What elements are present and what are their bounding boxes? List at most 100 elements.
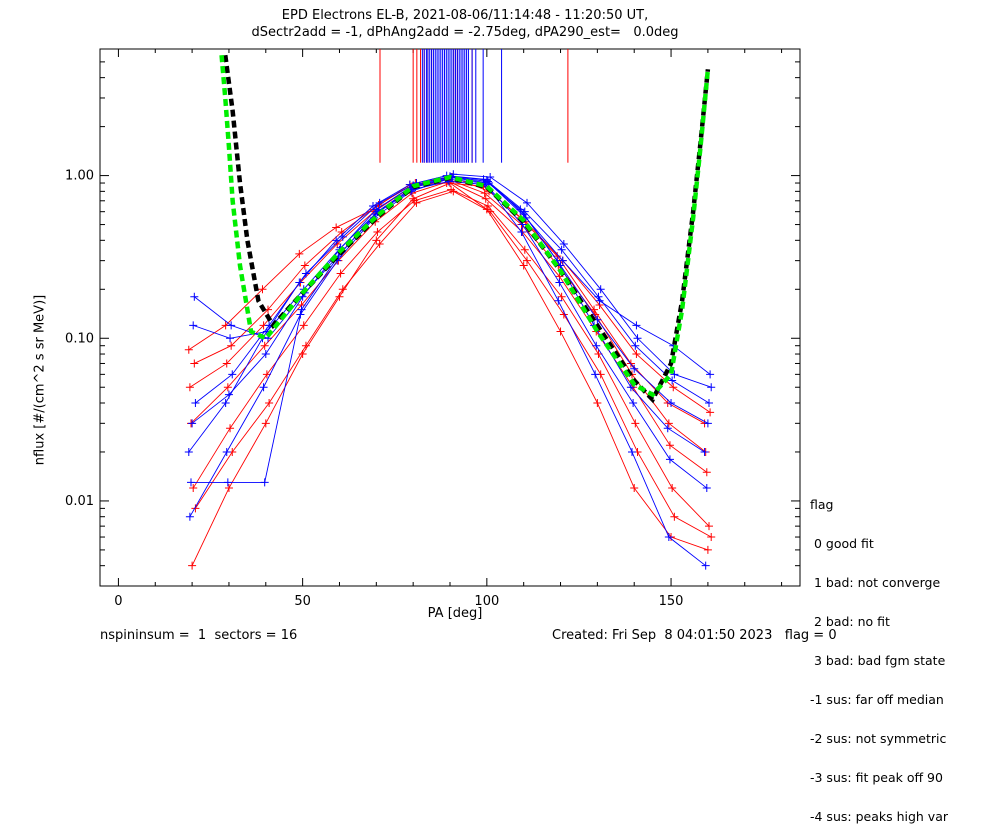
data-point [481,194,490,203]
data-point [664,533,673,542]
series-line [194,176,711,413]
data-point [184,345,193,354]
data-point [626,383,635,392]
data-point [224,390,233,399]
y-tick-label: 0.10 [65,331,94,346]
data-point [482,205,491,214]
data-point [702,468,711,477]
data-point [670,512,679,521]
data-point [554,296,563,305]
data-point [520,245,529,254]
legend-title: flag [810,497,834,512]
data-point [593,398,602,407]
flag-tick-marks [379,49,569,163]
data-point [265,398,274,407]
data-point [332,223,341,232]
data-point [187,478,195,487]
data-point [667,398,676,407]
x-axis-label: PA [deg] [427,606,483,621]
series-line [188,175,705,453]
data-point [703,545,712,554]
data-point [258,285,267,294]
data-point [295,249,304,258]
data-point [705,522,713,531]
data-point [409,194,418,203]
data-point [298,350,307,359]
data-point [223,383,232,392]
data-point [259,383,268,392]
data-point [261,419,270,428]
data-point [260,478,269,487]
data-point [701,561,710,570]
data-point [555,278,564,287]
data-point [301,269,310,278]
data-point [595,296,604,305]
data-point [558,256,567,265]
legend-entry: 3 bad: bad fgm state [810,653,946,668]
x-tick-label: 50 [294,594,311,609]
legend-entry: -2 sus: not symmetric [810,731,947,746]
data-point [188,561,197,570]
data-point [631,419,640,428]
fit-curve-green [219,54,711,398]
legend-entry: -3 sus: fit peak off 90 [810,770,943,785]
data-point [189,484,198,493]
data-point [480,189,489,198]
footer-settings: nspininsum = 1 sectors = 16 [100,628,298,643]
legend-entry: 1 bad: not converge [810,575,941,590]
data-point [184,447,193,456]
data-point [630,484,639,493]
data-point [630,364,639,373]
data-point [632,321,641,330]
data-point [375,198,384,207]
data-point [373,228,382,237]
data-point [707,533,716,542]
data-point [333,239,342,248]
x-tick-label: 150 [659,594,684,609]
data-point [559,239,568,248]
data-point [556,327,565,336]
data-point [703,419,712,428]
data-point [449,187,458,196]
data-point [189,321,198,330]
data-point [632,350,641,359]
data-point [300,261,309,270]
data-point [705,398,713,407]
data-point [223,478,232,487]
data-point [221,398,230,407]
data-point [227,341,236,350]
data-point [222,359,231,368]
flag-legend: flag 0 good fit 1 bad: not converge 2 ba… [810,472,948,836]
legend-entry: 2 bad: no fit [810,614,890,629]
data-point [191,398,200,407]
data-point [670,370,679,379]
data-point [188,419,197,428]
data-point [185,383,194,392]
legend-entry: -1 sus: far off median [810,692,944,707]
chart-title-line-2: dSectr2add = -1, dPhAng2add = -2.75deg, … [251,25,679,40]
data-point [700,447,709,456]
data-point [185,512,194,521]
data-point [338,232,347,241]
axis-ticks: 0 50 100 150 0.01 0.10 1.00 [65,48,800,609]
data-point [557,245,566,254]
data-point [224,484,233,493]
data-point [523,256,531,265]
data-point [262,370,271,379]
data-point [628,447,636,456]
data-point [668,376,677,385]
data-point [190,292,199,301]
data-point [296,310,305,319]
footer-created: Created: Fri Sep 8 04:01:50 2023 flag = … [552,628,837,643]
data-point [633,334,642,343]
x-tick-label: 0 [114,594,122,609]
data-point [336,269,345,278]
data-point [335,292,344,301]
data-point [663,424,672,433]
data-point [226,334,235,343]
data-point [228,370,237,379]
legend-entry: 0 good fit [810,536,874,551]
data-point [260,341,269,350]
data-point [596,285,605,294]
legend-entry: -4 sus: peaks high var [810,809,949,824]
